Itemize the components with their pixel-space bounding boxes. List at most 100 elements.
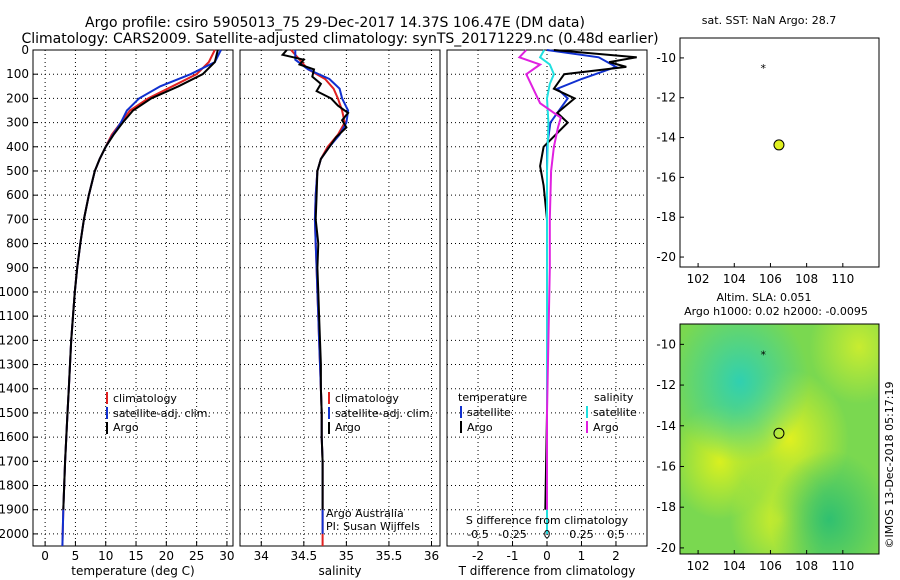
y-tick-label: 600 [6, 188, 29, 202]
map-y-tick-label: -16 [656, 170, 676, 184]
y-tick-label: 500 [6, 164, 29, 178]
map-y-tick-label: -10 [656, 337, 676, 351]
y-tick-label: 1000 [0, 285, 29, 299]
map-y-tick-label: -12 [656, 91, 676, 105]
map-x-tick-label: 106 [759, 272, 782, 286]
x-tick-label: 36 [424, 549, 439, 563]
map-x-tick-label: 106 [759, 559, 782, 573]
previous-position-marker: * [760, 62, 766, 75]
credit-line-1: Argo Australia [326, 507, 404, 520]
temperature-legend: climatology satellite-adj. clim. Argo [106, 392, 211, 434]
legend-label-s-argo: Argo [593, 421, 619, 434]
figure-title-line-1: Argo profile: csiro 5905013_75 29-Dec-20… [85, 15, 585, 31]
x-tick-label: 35 [339, 549, 354, 563]
difference-legend: temperature salinity satellite Argo sate… [458, 391, 637, 434]
sst-map-panel: sat. SST: NaN Argo: 28.7 102 104 106 108 110… [656, 14, 880, 286]
y-tick-label: 1900 [0, 503, 29, 517]
x-tick-label: 0 [543, 549, 551, 563]
map-x-tick-label: 104 [723, 559, 746, 573]
legend-label-s-satellite: satellite [593, 406, 637, 419]
map-y-tick-label: -18 [656, 210, 676, 224]
legend-label-satellite: satellite-adj. clim. [113, 407, 211, 420]
y-tick-label: 1800 [0, 479, 29, 493]
y-tick-label: 1700 [0, 454, 29, 468]
s-tick-label: 0 [544, 528, 551, 541]
figure-title-line-2: Climatology: CARS2009. Satellite-adjuste… [21, 31, 658, 47]
legend-title-temperature: temperature [458, 391, 527, 404]
x-tick-label: 35.5 [376, 549, 403, 563]
altimetry-map-frame [679, 323, 880, 555]
map-y-tick-label: -20 [656, 541, 676, 555]
altimetry-title-line-2: Argo h1000: 0.02 h2000: -0.0095 [684, 305, 868, 318]
imos-credit: ©IMOS 13-Dec-2018 05:17:19 [883, 382, 896, 549]
temperature-axis-label: temperature (deg C) [71, 564, 194, 578]
x-tick-label: 2 [612, 549, 620, 563]
map-x-tick-label: 104 [723, 272, 746, 286]
previous-position-marker: * [760, 349, 766, 362]
s-tick-label: -0.25 [498, 528, 526, 541]
s-tick-label: 0.5 [607, 528, 625, 541]
y-tick-label: 1200 [0, 333, 29, 347]
x-tick-label: 10 [98, 549, 113, 563]
argo-position-marker [773, 139, 785, 151]
y-tick-label: 300 [6, 116, 29, 130]
sst-map-title: sat. SST: NaN Argo: 28.7 [702, 14, 836, 27]
x-tick-label: 0 [41, 549, 49, 563]
salinity-axis-label: salinity [318, 564, 361, 578]
y-tick-label: 400 [6, 140, 29, 154]
legend-label-argo: Argo [113, 421, 139, 434]
map-y-tick-label: -14 [656, 131, 676, 145]
x-tick-label: 25 [189, 549, 204, 563]
salinity-panel: 34 34.5 35 35.5 36 salinity climatology sate… [239, 49, 441, 578]
sst-map-frame [679, 37, 880, 268]
map-y-tick-label: -10 [656, 51, 676, 65]
difference-panel: -2 -1 0 1 2 -0.5 -0.25 0 0.25 0.5 S difference fr… [446, 49, 648, 578]
legend-label-t-argo: Argo [467, 421, 493, 434]
series-argo [62, 49, 219, 510]
s-tick-label: 0.25 [569, 528, 594, 541]
map-x-tick-label: 110 [831, 272, 854, 286]
map-y-tick-label: -14 [656, 419, 676, 433]
salinity-legend: climatology satellite-adj. clim. Argo [328, 392, 433, 434]
altimetry-heatmap [680, 324, 879, 554]
altimetry-map-panel: Altim. SLA: 0.051 Argo h1000: 0.02 h2000… [656, 291, 880, 573]
credit-line-2: PI: Susan Wijffels [326, 520, 420, 533]
map-y-tick-label: -18 [656, 500, 676, 514]
s-tick-label: -0.5 [467, 528, 488, 541]
map-x-tick-label: 108 [795, 272, 818, 286]
y-tick-label: 1400 [0, 382, 29, 396]
map-x-tick-label: 110 [831, 559, 854, 573]
y-tick-label: 1300 [0, 358, 29, 372]
series-s-argo [517, 49, 562, 510]
series-climatology [61, 49, 216, 547]
y-tick-label: 1500 [0, 406, 29, 420]
x-tick-label: 5 [72, 549, 80, 563]
x-tick-label: 1 [578, 549, 586, 563]
legend-label-t-satellite: satellite [467, 406, 511, 419]
x-tick-label: 20 [159, 549, 174, 563]
y-tick-label: 2000 [0, 527, 29, 541]
legend-label-climatology: climatology [335, 392, 399, 405]
x-tick-label: 34.5 [290, 549, 317, 563]
x-tick-label: -1 [507, 549, 519, 563]
y-tick-label: 100 [6, 67, 29, 81]
argo-position-marker [773, 427, 785, 439]
legend-label-argo: Argo [335, 421, 361, 434]
legend-label-climatology: climatology [113, 392, 177, 405]
map-x-tick-label: 102 [687, 272, 710, 286]
salinity-panel-frame [239, 49, 441, 547]
salinity-difference-axis-label: S difference from climatology [466, 514, 629, 527]
y-tick-label: 1600 [0, 430, 29, 444]
y-tick-label: 0 [21, 43, 29, 57]
y-tick-label: 200 [6, 91, 29, 105]
y-tick-label: 700 [6, 212, 29, 226]
map-y-tick-label: -12 [656, 378, 676, 392]
series-argo [280, 49, 350, 510]
map-y-tick-label: -20 [656, 250, 676, 264]
series-s-satellite [538, 49, 555, 534]
x-tick-label: 30 [219, 549, 234, 563]
x-tick-label: 34 [254, 549, 269, 563]
temperature-panel-frame [32, 49, 234, 547]
y-tick-label: 800 [6, 237, 29, 251]
altimetry-title-line-1: Altim. SLA: 0.051 [716, 291, 811, 304]
